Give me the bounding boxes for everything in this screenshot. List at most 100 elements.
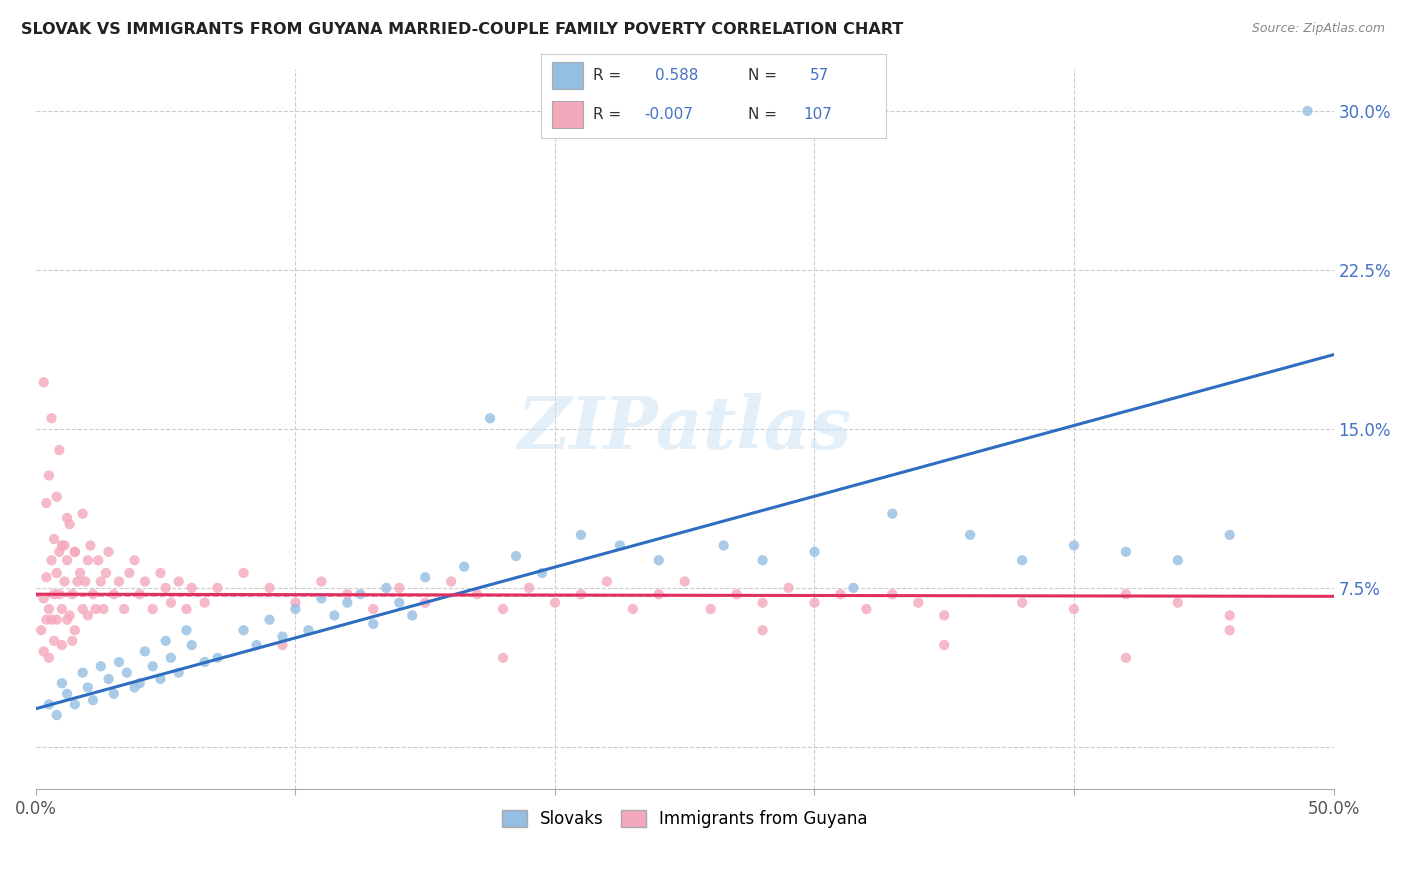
Point (180, 638, 202, 652)
Point (479, 411, 502, 425)
Point (97, 672, 120, 686)
Point (35, 613, 58, 627)
Text: R =: R = (593, 68, 621, 83)
Point (596, 574, 619, 589)
Point (648, 587, 671, 601)
Point (167, 574, 190, 589)
Point (934, 608, 956, 623)
Point (1167, 553, 1189, 567)
Point (207, 650, 229, 665)
Point (56, 511, 79, 525)
Text: N =: N = (748, 107, 778, 122)
Point (167, 665, 190, 680)
Text: -0.007: -0.007 (645, 107, 693, 122)
Point (41, 553, 63, 567)
Point (621, 602, 644, 616)
Point (882, 587, 904, 601)
Point (32, 644, 55, 658)
Point (413, 570, 436, 584)
Point (803, 596, 825, 610)
Point (388, 596, 411, 610)
Point (142, 602, 165, 616)
Point (38, 698, 60, 712)
Point (82, 587, 104, 601)
Point (388, 581, 411, 595)
Point (284, 596, 307, 610)
Point (271, 630, 294, 644)
Point (778, 581, 800, 595)
Point (544, 596, 567, 610)
Point (413, 596, 436, 610)
Point (69, 566, 91, 580)
Point (882, 507, 904, 521)
Point (713, 538, 735, 552)
Point (35, 570, 58, 584)
Point (76, 681, 98, 695)
Point (699, 602, 721, 616)
Point (38, 468, 60, 483)
Point (311, 574, 333, 589)
Point (934, 638, 956, 652)
Point (108, 655, 131, 669)
Point (48, 587, 70, 601)
Point (38, 602, 60, 616)
Point (72, 507, 94, 521)
Point (32, 376, 55, 390)
Point (297, 624, 319, 638)
Point (194, 596, 217, 610)
Point (103, 687, 125, 701)
Point (149, 566, 172, 580)
Point (115, 665, 138, 680)
Point (128, 587, 150, 601)
Point (94, 566, 117, 580)
Point (1296, 103, 1319, 118)
Point (1115, 545, 1137, 559)
Point (492, 650, 515, 665)
Text: R =: R = (593, 107, 621, 122)
Point (45, 490, 67, 504)
Point (124, 553, 146, 567)
Point (569, 587, 592, 601)
Point (48, 443, 70, 458)
Point (155, 581, 177, 595)
Point (41, 613, 63, 627)
Point (41, 411, 63, 425)
Point (87, 553, 110, 567)
Point (35, 496, 58, 510)
Point (1011, 596, 1033, 610)
Point (609, 538, 631, 552)
Point (51, 602, 73, 616)
Point (48, 545, 70, 559)
Bar (551, 101, 582, 128)
Point (855, 602, 877, 616)
Point (76, 553, 98, 567)
Point (56, 687, 79, 701)
Point (1219, 528, 1241, 542)
Text: 0.588: 0.588 (655, 68, 699, 83)
Point (1219, 608, 1241, 623)
Point (118, 566, 141, 580)
Point (30, 624, 52, 638)
Point (72, 665, 94, 680)
Point (103, 587, 125, 601)
Point (363, 602, 385, 616)
Point (51, 638, 73, 652)
Point (72, 602, 94, 616)
Point (51, 676, 73, 690)
Point (53, 538, 76, 552)
Point (45, 566, 67, 580)
Point (803, 545, 825, 559)
Point (959, 528, 981, 542)
Point (128, 676, 150, 690)
Point (108, 574, 131, 589)
Point (1115, 587, 1137, 601)
Point (42, 587, 65, 601)
Point (45, 613, 67, 627)
Point (349, 587, 371, 601)
Point (232, 566, 254, 580)
Point (453, 559, 475, 574)
Point (93, 602, 115, 616)
Point (207, 581, 229, 595)
Point (751, 624, 773, 638)
Point (375, 581, 398, 595)
